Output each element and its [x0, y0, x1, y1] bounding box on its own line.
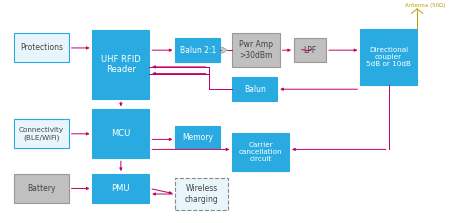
FancyBboxPatch shape: [232, 33, 280, 67]
Text: Balun: Balun: [244, 85, 266, 94]
Text: PMU: PMU: [111, 184, 130, 193]
FancyBboxPatch shape: [175, 178, 228, 210]
Text: Memory: Memory: [182, 133, 213, 142]
Text: Battery: Battery: [27, 184, 56, 193]
Text: Wireless
charging: Wireless charging: [184, 184, 219, 204]
Text: Antenna (50Ω): Antenna (50Ω): [405, 3, 446, 8]
FancyBboxPatch shape: [175, 126, 220, 148]
FancyBboxPatch shape: [14, 33, 69, 62]
Text: Directional
coupler
5dB or 10dB: Directional coupler 5dB or 10dB: [366, 47, 411, 67]
FancyBboxPatch shape: [14, 119, 69, 148]
FancyBboxPatch shape: [232, 77, 277, 101]
Text: Pwr Amp
>30dBm: Pwr Amp >30dBm: [239, 41, 273, 60]
Text: UHF RFID
Reader: UHF RFID Reader: [101, 55, 141, 74]
Text: Connectivity
(BLE/WiFi): Connectivity (BLE/WiFi): [19, 127, 64, 140]
FancyBboxPatch shape: [360, 29, 417, 85]
Text: Protections: Protections: [20, 43, 63, 52]
Text: LPF: LPF: [303, 46, 317, 55]
FancyBboxPatch shape: [175, 38, 220, 62]
FancyBboxPatch shape: [294, 38, 326, 62]
FancyBboxPatch shape: [92, 174, 149, 203]
FancyBboxPatch shape: [232, 133, 289, 171]
FancyBboxPatch shape: [14, 174, 69, 203]
FancyBboxPatch shape: [92, 30, 149, 99]
Text: Carrier
cancellation
circuit: Carrier cancellation circuit: [239, 142, 283, 162]
Text: Balun 2:1: Balun 2:1: [180, 46, 216, 55]
FancyBboxPatch shape: [92, 109, 149, 158]
Text: MCU: MCU: [111, 129, 130, 138]
Polygon shape: [222, 47, 228, 54]
